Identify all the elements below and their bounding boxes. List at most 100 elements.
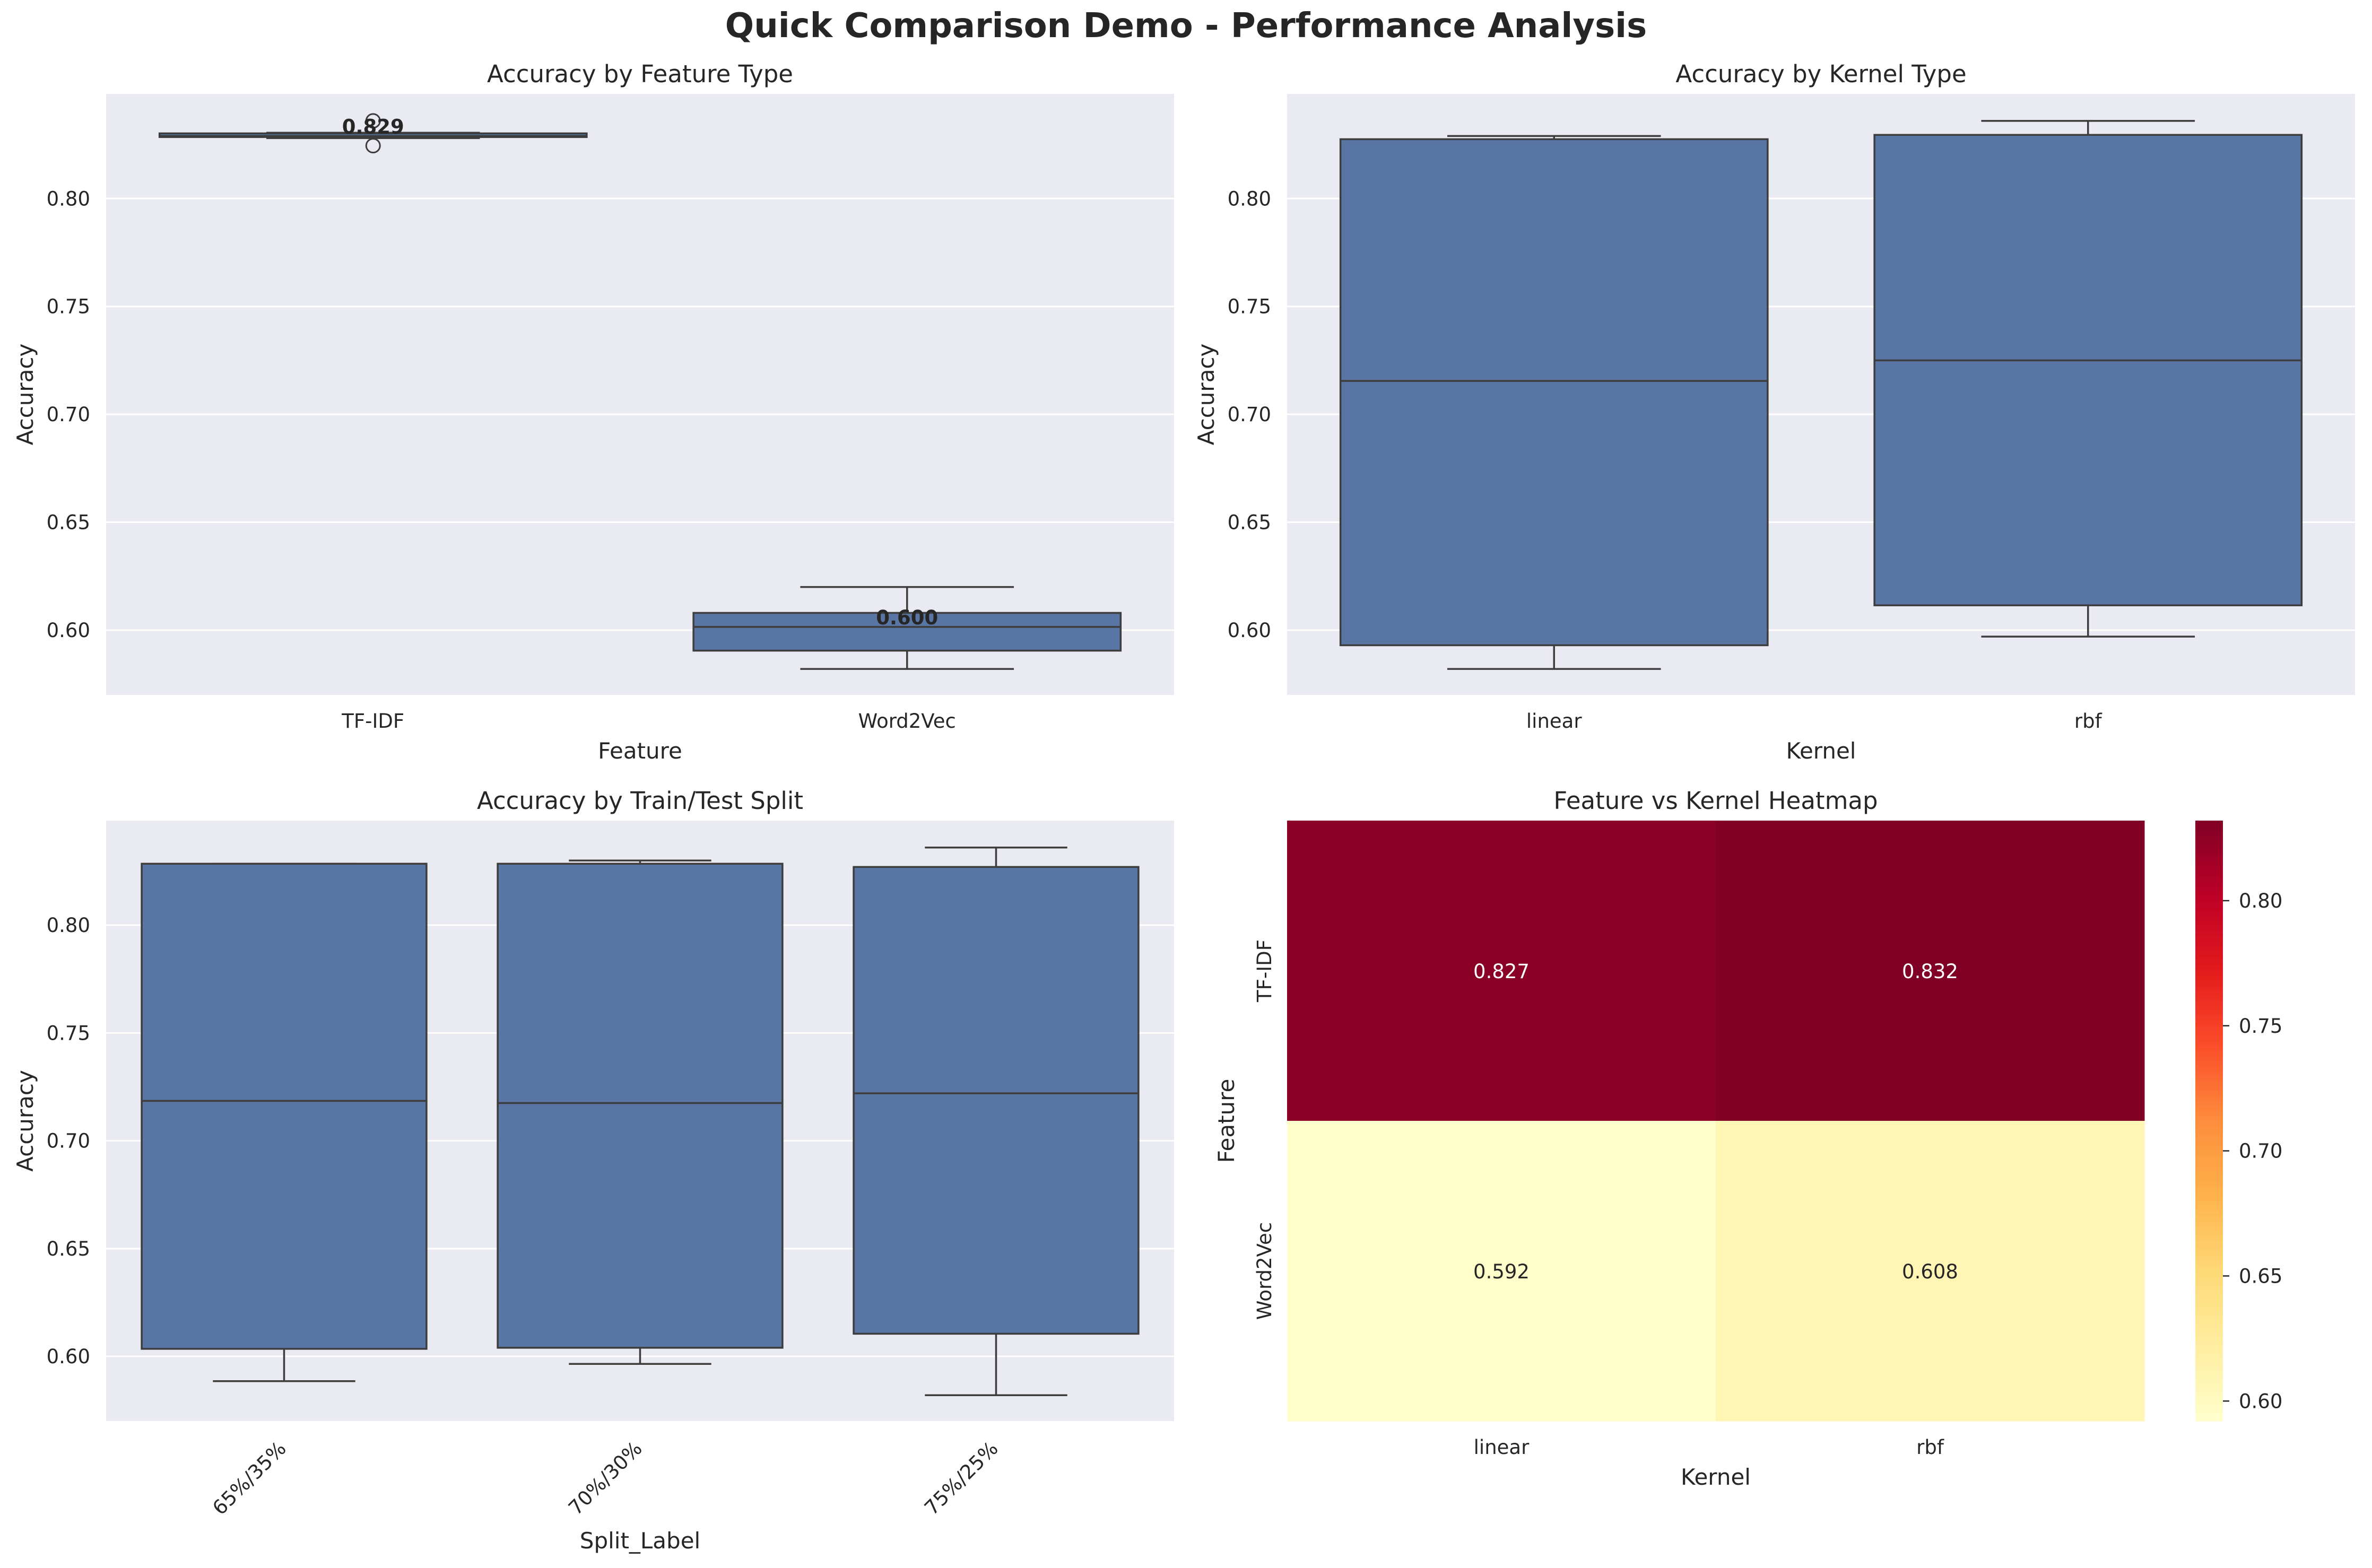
colorbar-segment-99 xyxy=(2195,1316,2223,1321)
colorbar-segment-66 xyxy=(2195,1151,2223,1156)
x-tick-label-3-1: rbf xyxy=(1916,1436,1944,1459)
colorbar-segment-17 xyxy=(2195,905,2223,911)
box-2-1 xyxy=(497,863,784,1349)
heatmap-cell-0-1 xyxy=(1716,821,2145,1121)
colorbar-segment-105 xyxy=(2195,1346,2223,1352)
colorbar-segment-117 xyxy=(2195,1406,2223,1412)
colorbar-segment-1 xyxy=(2195,825,2223,831)
colorbar-segment-104 xyxy=(2195,1341,2223,1347)
y-tick-label-2-3: 0.75 xyxy=(47,1022,90,1044)
box-0-1 xyxy=(692,612,1122,652)
outlier-0-0-1 xyxy=(365,113,381,129)
x-axis-label-3: Kernel xyxy=(1681,1464,1751,1490)
colorbar-segment-63 xyxy=(2195,1136,2223,1142)
colorbar-segment-29 xyxy=(2195,965,2223,971)
colorbar-tick-label-3: 0.75 xyxy=(2239,1015,2282,1038)
colorbar-segment-98 xyxy=(2195,1311,2223,1317)
colorbar-segment-25 xyxy=(2195,945,2223,951)
colorbar-segment-42 xyxy=(2195,1031,2223,1036)
colorbar-segment-39 xyxy=(2195,1015,2223,1021)
colorbar-segment-41 xyxy=(2195,1025,2223,1031)
y-tick-label-2-2: 0.70 xyxy=(47,1130,90,1153)
colorbar-segment-109 xyxy=(2195,1366,2223,1372)
heatmap-cell-1-0 xyxy=(1287,1121,1716,1422)
box-2-0 xyxy=(141,863,428,1350)
colorbar-segment-13 xyxy=(2195,885,2223,891)
colorbar-segment-0 xyxy=(2195,821,2223,826)
y-axis-label-3: Feature xyxy=(1213,1079,1239,1163)
colorbar-segment-64 xyxy=(2195,1140,2223,1146)
subplot-title-2: Accuracy by Train/Test Split xyxy=(477,787,803,815)
colorbar-segment-89 xyxy=(2195,1266,2223,1271)
colorbar-segment-96 xyxy=(2195,1301,2223,1306)
x-tick-label-3-0: linear xyxy=(1474,1436,1530,1459)
x-axis-label-1: Kernel xyxy=(1786,738,1856,764)
colorbar-segment-56 xyxy=(2195,1101,2223,1107)
colorbar-segment-53 xyxy=(2195,1085,2223,1091)
heatmap-annotation-1-0: 0.592 xyxy=(1473,1260,1530,1283)
colorbar-segment-79 xyxy=(2195,1216,2223,1222)
colorbar-segment-26 xyxy=(2195,951,2223,956)
colorbar-segment-95 xyxy=(2195,1296,2223,1302)
colorbar-segment-27 xyxy=(2195,955,2223,961)
value-label-0-1: 0.600 xyxy=(876,606,938,629)
colorbar-segment-21 xyxy=(2195,926,2223,931)
y-tick-label-1-1: 0.65 xyxy=(1228,511,1271,534)
y-tick-label-3-1: Word2Vec xyxy=(1253,1222,1276,1320)
colorbar-segment-67 xyxy=(2195,1156,2223,1162)
colorbar-tick-label-4: 0.80 xyxy=(2239,890,2282,912)
x-axis-label-2: Split_Label xyxy=(580,1528,700,1554)
colorbar-segment-34 xyxy=(2195,990,2223,996)
x-tick-label-1-1: rbf xyxy=(2074,710,2102,733)
colorbar-tick-label-0: 0.60 xyxy=(2239,1390,2282,1413)
colorbar-segment-22 xyxy=(2195,930,2223,936)
colorbar-segment-85 xyxy=(2195,1245,2223,1251)
x-tick-label-0-0: TF-IDF xyxy=(341,710,404,733)
colorbar-segment-59 xyxy=(2195,1116,2223,1121)
y-tick-label-2-1: 0.65 xyxy=(47,1238,90,1260)
colorbar-segment-5 xyxy=(2195,846,2223,851)
colorbar-segment-88 xyxy=(2195,1261,2223,1267)
colorbar-segment-76 xyxy=(2195,1200,2223,1206)
colorbar-segment-119 xyxy=(2195,1416,2223,1422)
colorbar-segment-86 xyxy=(2195,1251,2223,1257)
colorbar-segment-45 xyxy=(2195,1046,2223,1051)
colorbar-segment-92 xyxy=(2195,1280,2223,1286)
colorbar-segment-6 xyxy=(2195,850,2223,856)
y-tick-label-0-0: 0.60 xyxy=(47,619,90,642)
colorbar-segment-20 xyxy=(2195,920,2223,926)
colorbar-segment-49 xyxy=(2195,1066,2223,1072)
colorbar-segment-113 xyxy=(2195,1386,2223,1391)
colorbar-segment-12 xyxy=(2195,881,2223,886)
y-tick-label-0-1: 0.65 xyxy=(47,511,90,534)
colorbar-segment-110 xyxy=(2195,1371,2223,1377)
colorbar-segment-100 xyxy=(2195,1321,2223,1327)
colorbar-segment-36 xyxy=(2195,1000,2223,1006)
colorbar-segment-4 xyxy=(2195,840,2223,846)
colorbar-segment-30 xyxy=(2195,971,2223,977)
colorbar-segment-112 xyxy=(2195,1381,2223,1387)
colorbar-tick-label-2: 0.70 xyxy=(2239,1140,2282,1163)
y-tick-label-0-2: 0.70 xyxy=(47,403,90,426)
colorbar-segment-24 xyxy=(2195,940,2223,946)
colorbar-segment-94 xyxy=(2195,1291,2223,1296)
colorbar-segment-46 xyxy=(2195,1050,2223,1056)
y-tick-label-0-3: 0.75 xyxy=(47,295,90,318)
colorbar-segment-70 xyxy=(2195,1171,2223,1177)
colorbar-segment-102 xyxy=(2195,1331,2223,1337)
y-tick-label-2-0: 0.60 xyxy=(47,1345,90,1368)
value-label-0-0: 0.829 xyxy=(342,115,404,138)
colorbar-segment-91 xyxy=(2195,1276,2223,1282)
colorbar-segment-115 xyxy=(2195,1396,2223,1401)
colorbar-segment-72 xyxy=(2195,1181,2223,1187)
subplot-title-0: Accuracy by Feature Type xyxy=(487,60,793,88)
y-tick-label-3-0: TF-IDF xyxy=(1253,939,1276,1003)
colorbar-segment-35 xyxy=(2195,996,2223,1001)
colorbar-segment-57 xyxy=(2195,1105,2223,1111)
colorbar-segment-69 xyxy=(2195,1165,2223,1171)
colorbar-segment-84 xyxy=(2195,1241,2223,1247)
colorbar-segment-7 xyxy=(2195,856,2223,861)
heatmap-annotation-0-1: 0.832 xyxy=(1902,960,1958,983)
colorbar-segment-116 xyxy=(2195,1401,2223,1407)
